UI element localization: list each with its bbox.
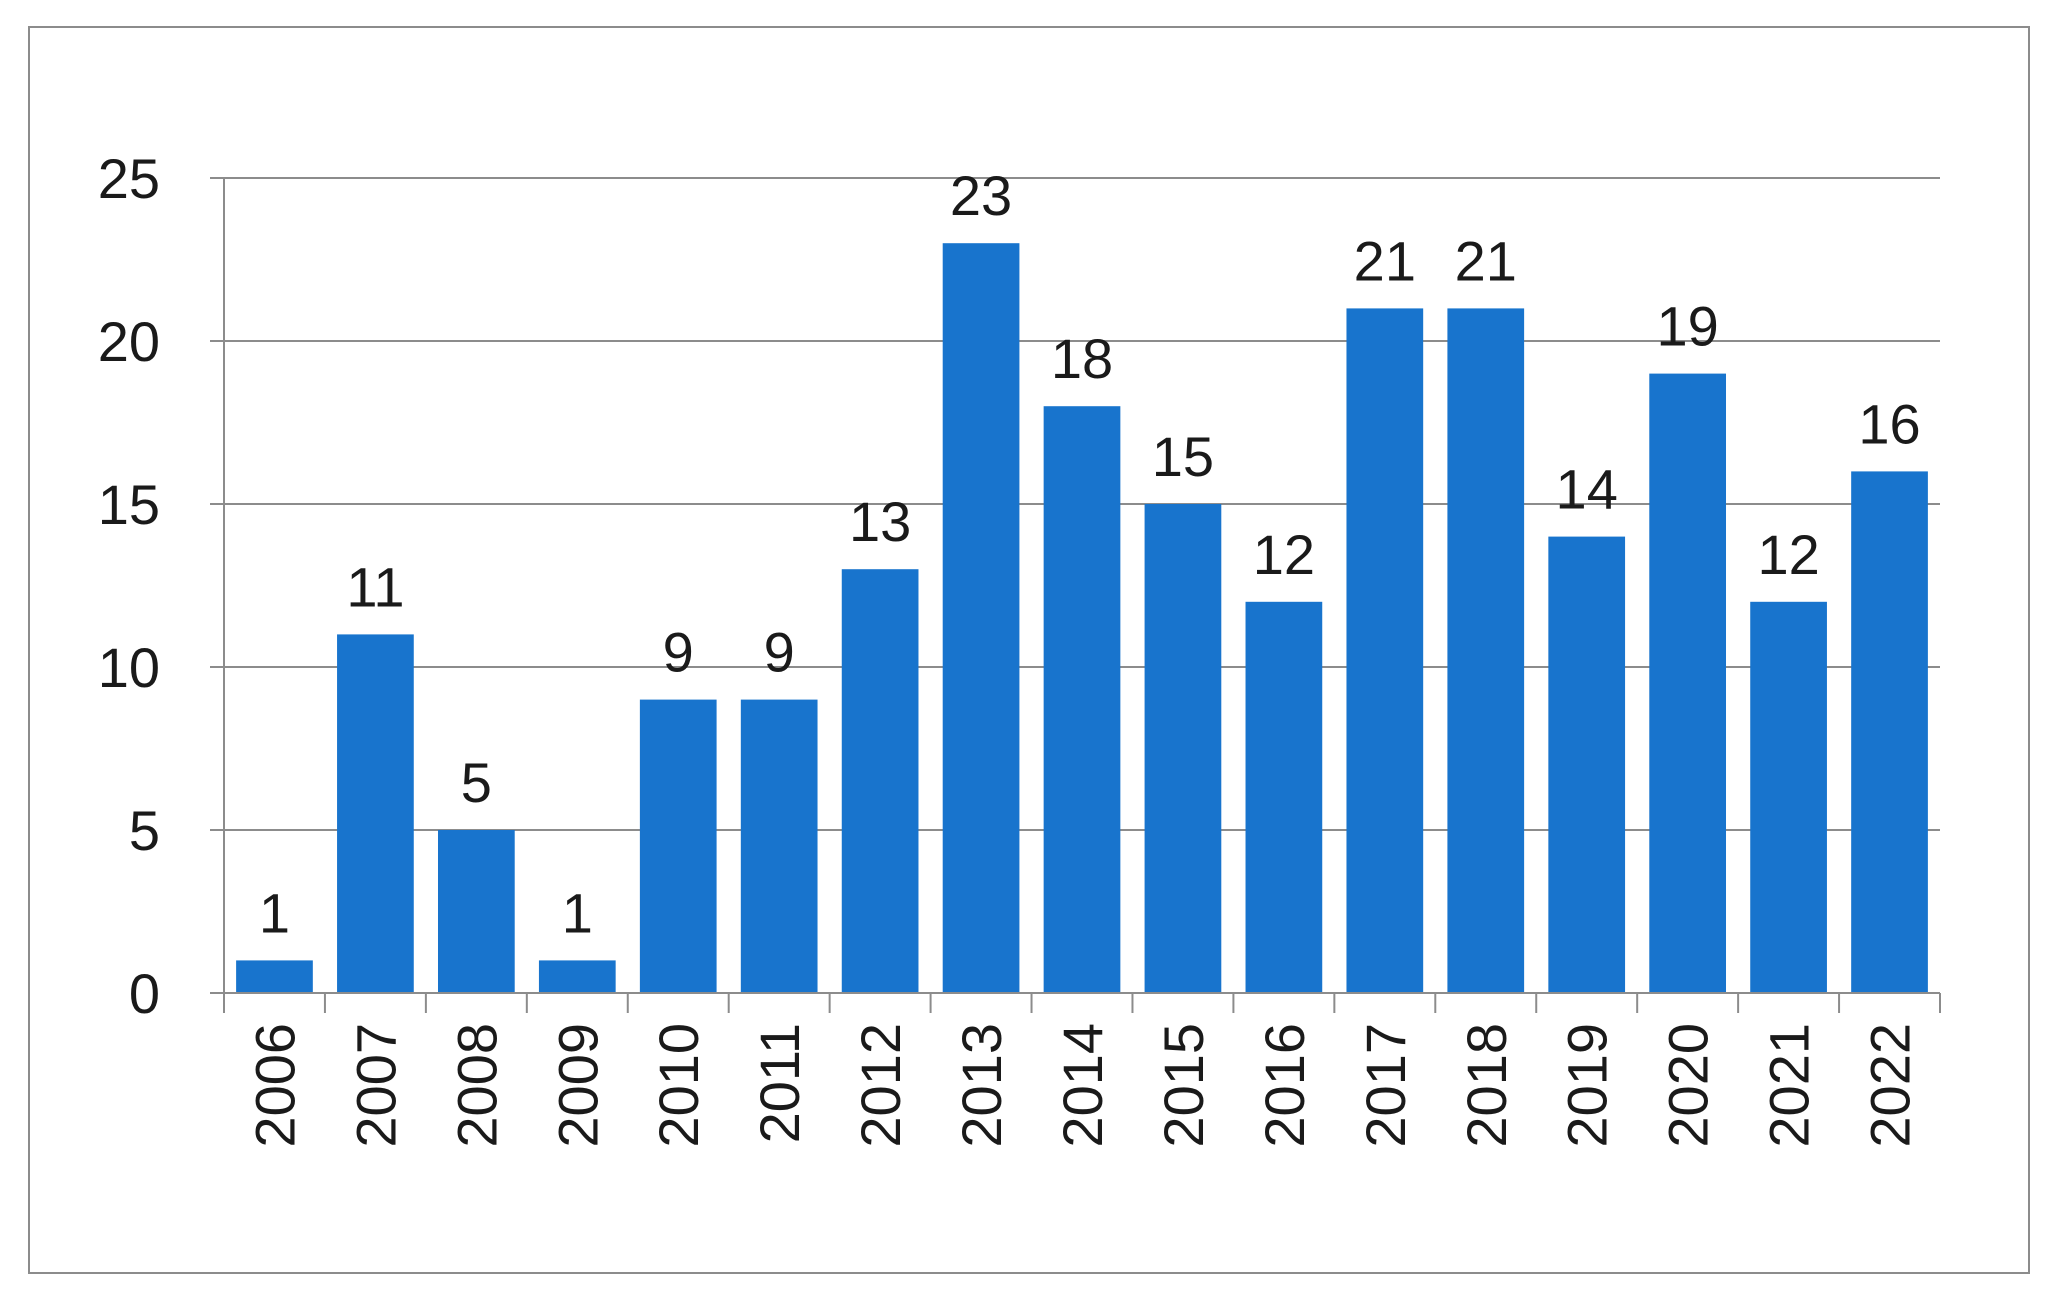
data-label-2013: 23 (950, 164, 1012, 227)
data-label-2007: 11 (346, 555, 404, 618)
data-label-2010: 9 (663, 621, 694, 684)
y-tick-label: 15 (98, 473, 160, 536)
bar-2018 (1447, 308, 1525, 993)
y-tick-label: 0 (129, 962, 160, 1025)
data-label-2009: 1 (562, 881, 593, 944)
bar-2010 (639, 699, 717, 993)
bar-2019 (1548, 536, 1626, 993)
y-tick-label: 10 (98, 636, 160, 699)
bar-2015 (1144, 504, 1222, 993)
x-category-label: 2017 (1354, 1023, 1417, 1148)
data-label-2016: 12 (1253, 523, 1315, 586)
bar-2011 (740, 699, 818, 993)
x-category-label: 2019 (1556, 1023, 1619, 1148)
x-category-label: 2006 (243, 1023, 306, 1148)
bar-2021 (1750, 601, 1827, 993)
y-tick-label: 5 (129, 799, 160, 862)
x-category-label: 2007 (344, 1023, 407, 1148)
axes (210, 178, 1941, 1013)
x-category-label: 2013 (950, 1023, 1013, 1148)
x-category-label: 2014 (1051, 1023, 1114, 1148)
data-label-2021: 12 (1757, 523, 1819, 586)
bars (236, 243, 1928, 994)
x-category-label: 2020 (1657, 1023, 1720, 1148)
data-label-2006: 1 (259, 881, 290, 944)
bar-2007 (337, 634, 414, 993)
bar-2013 (942, 243, 1020, 993)
x-category-label: 2021 (1758, 1023, 1821, 1148)
x-category-label: 2011 (748, 1023, 811, 1143)
x-category-label: 2009 (546, 1023, 609, 1148)
bar-2006 (236, 960, 313, 993)
data-label-2012: 13 (849, 490, 911, 553)
data-label-2014: 18 (1051, 327, 1113, 390)
x-category-label: 2022 (1859, 1023, 1922, 1148)
bar-2020 (1649, 373, 1727, 994)
y-tick-label: 20 (98, 310, 160, 373)
data-label-2017: 21 (1354, 229, 1416, 292)
bar-2022 (1851, 471, 1928, 993)
x-category-label: 2010 (647, 1023, 710, 1148)
labels: 0 5 10 15 20 25 1 2006 11 2007 5 2008 1 2009 9 2010 9 201… (98, 147, 1922, 1148)
data-label-2008: 5 (461, 751, 492, 814)
x-category-label: 2012 (849, 1023, 912, 1148)
data-label-2011: 9 (764, 621, 795, 684)
data-label-2019: 14 (1556, 458, 1618, 521)
data-label-2022: 16 (1858, 392, 1920, 455)
y-tick-label: 25 (98, 147, 160, 210)
bar-2016 (1245, 601, 1323, 993)
bar-2008 (437, 830, 515, 993)
bar-2014 (1043, 406, 1121, 993)
data-label-2015: 15 (1152, 425, 1214, 488)
bar-2017 (1346, 308, 1424, 993)
bar-2012 (841, 569, 919, 993)
x-category-label: 2018 (1455, 1023, 1518, 1148)
x-category-label: 2016 (1253, 1023, 1316, 1148)
data-label-2018: 21 (1455, 229, 1517, 292)
data-label-2020: 19 (1656, 295, 1718, 358)
bar-2009 (538, 960, 616, 993)
x-category-label: 2008 (445, 1023, 508, 1148)
x-category-label: 2015 (1152, 1023, 1215, 1148)
